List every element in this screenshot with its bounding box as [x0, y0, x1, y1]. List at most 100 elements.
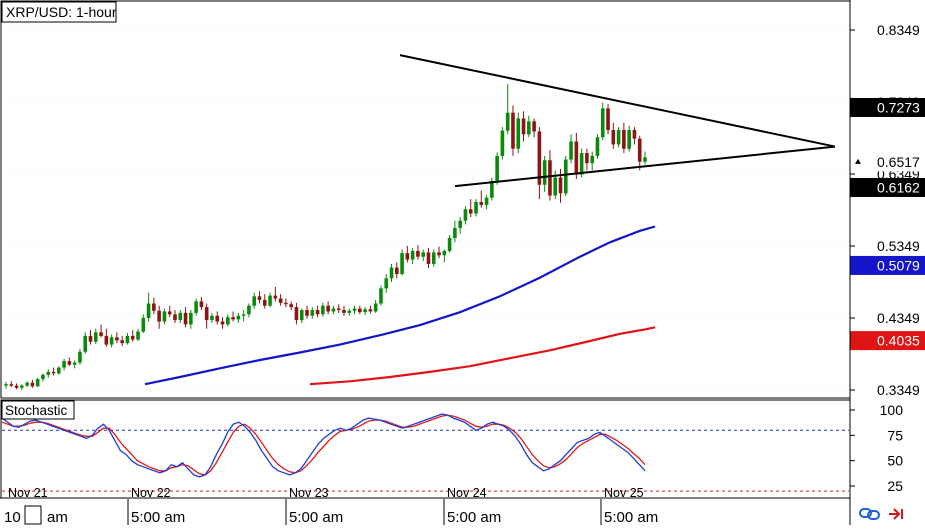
- candle-body: [273, 295, 278, 299]
- chart-title-box: XRP/USD: 1-hour: [1, 1, 117, 23]
- candle-body: [616, 130, 621, 145]
- current-price-marker: [855, 158, 861, 164]
- candle-body: [51, 371, 56, 374]
- candle-body: [442, 250, 447, 256]
- candle-body: [405, 253, 410, 260]
- candle-body: [537, 131, 542, 185]
- price-tick-label: 0.5349: [877, 238, 920, 254]
- candle-body: [25, 382, 29, 386]
- candle-body: [379, 288, 383, 304]
- candle-body: [35, 379, 40, 387]
- candle-body: [141, 317, 146, 332]
- time-label: 5:00 am: [289, 509, 343, 525]
- candle-body: [516, 118, 521, 149]
- candle-body: [30, 382, 35, 387]
- price-tick-label: 0.4349: [877, 310, 920, 326]
- moving-average-slow: [309, 326, 656, 386]
- candle-body: [595, 137, 600, 156]
- candle-body: [579, 153, 584, 175]
- candle-body: [9, 384, 14, 386]
- candle-body: [590, 155, 594, 164]
- candle-body: [463, 209, 468, 221]
- candle-body: [257, 296, 262, 300]
- candle-body: [336, 308, 341, 311]
- stochastic-axis: 100 75 50 25: [850, 402, 903, 494]
- candle-body: [220, 321, 225, 325]
- stochastic-tick-label: 50: [887, 453, 903, 469]
- candle-body: [152, 303, 156, 311]
- candle-body: [67, 361, 72, 365]
- date-label: Nov 22: [131, 486, 171, 500]
- scroll-to-end-icon[interactable]: [889, 508, 903, 520]
- price-badge-label: 0.6517: [877, 154, 920, 170]
- candle-body: [231, 317, 235, 320]
- candle-body: [241, 314, 246, 316]
- indicator-title-box: Stochastic: [1, 400, 75, 420]
- price-badge: [850, 177, 925, 197]
- stochastic-tick-label: 75: [887, 427, 903, 443]
- candle-body: [104, 335, 109, 345]
- candle-body: [627, 130, 631, 149]
- candle-body: [315, 310, 320, 315]
- candle-body: [394, 267, 399, 275]
- price-badge: [850, 331, 925, 351]
- date-label: Nov 25: [604, 486, 644, 500]
- candle-body: [199, 301, 204, 308]
- candle-body: [384, 278, 389, 289]
- candle-body: [130, 335, 135, 340]
- candle-body: [157, 310, 161, 322]
- candle-body: [204, 307, 209, 321]
- time-label: 5:00 am: [604, 509, 658, 525]
- candle-body: [637, 138, 642, 162]
- candlesticks: [4, 83, 647, 390]
- candle-body: [210, 315, 214, 321]
- candle-body: [352, 308, 357, 311]
- candle-body: [505, 112, 510, 131]
- stochastic-d-line: [1, 414, 646, 476]
- triangle-upper-trendline[interactable]: [399, 54, 836, 148]
- candle-body: [437, 252, 441, 256]
- triangle-lower-trendline[interactable]: [454, 145, 836, 188]
- candle-body: [326, 305, 330, 312]
- candle-body: [41, 374, 45, 380]
- candle-body: [532, 121, 536, 132]
- candle-body: [236, 315, 241, 320]
- candle-body: [500, 130, 505, 156]
- candle-body: [310, 310, 315, 316]
- time-cursor-box: [24, 505, 42, 525]
- candle-body: [358, 308, 362, 313]
- candle-body: [585, 153, 589, 164]
- indicator-title: Stochastic: [5, 403, 68, 418]
- stochastic-tick-label: 25: [887, 478, 903, 494]
- time-label: 5:00 am: [131, 509, 185, 525]
- time-label: 10: [4, 509, 21, 525]
- candle-body: [173, 314, 177, 321]
- chart-title: XRP/USD: 1-hour: [6, 4, 117, 20]
- price-tick-label: 0.3349: [877, 382, 920, 398]
- candle-body: [321, 305, 325, 315]
- candle-body: [20, 385, 24, 388]
- moving-average-fast: [144, 225, 656, 386]
- candle-body: [431, 252, 436, 264]
- date-label: Nov 24: [447, 486, 487, 500]
- candle-body: [421, 252, 425, 257]
- price-badge-label: 0.5079: [877, 257, 920, 273]
- candle-body: [183, 312, 188, 325]
- candle-body: [109, 337, 114, 345]
- candle-body: [278, 298, 283, 303]
- candle-body: [83, 335, 88, 352]
- candle-body: [284, 302, 288, 305]
- candle-body: [495, 155, 499, 182]
- candle-body: [453, 227, 457, 239]
- candle-body: [46, 371, 51, 375]
- candle-body: [115, 337, 119, 341]
- candle-body: [574, 141, 579, 175]
- time-labels: 10 am 5:00 am 5:00 am 5:00 am 5:00 am: [4, 499, 658, 526]
- link-icon[interactable]: [859, 508, 880, 520]
- date-label: Nov 21: [8, 486, 48, 500]
- candle-body: [78, 351, 82, 363]
- candle-body: [99, 332, 103, 336]
